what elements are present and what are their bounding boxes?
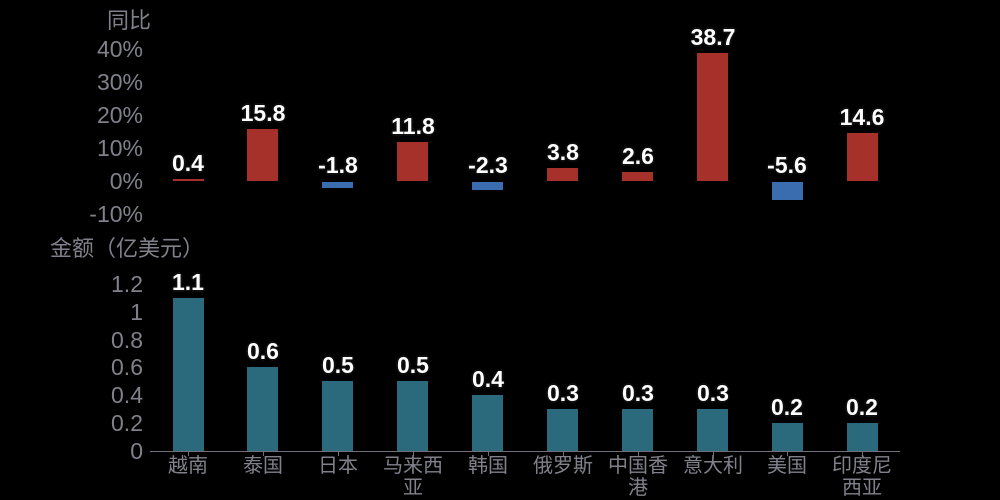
value-label: 0.5: [397, 352, 429, 378]
bar-俄罗斯: [547, 409, 578, 451]
bar-越南: [173, 298, 204, 451]
value-label: 0.4: [472, 366, 504, 392]
bar-意大利: [697, 53, 728, 181]
bar-泰国: [247, 367, 278, 451]
bar-印度尼西亚: [847, 133, 878, 181]
bar-意大利: [697, 409, 728, 451]
value-label: -2.3: [468, 152, 508, 178]
bar-中国香港: [622, 409, 653, 451]
category-label-美国: 美国: [767, 455, 807, 477]
x-axis-tick: [713, 452, 714, 456]
bar-美国: [772, 423, 803, 451]
bar-韩国: [472, 395, 503, 451]
x-axis-tick: [413, 452, 414, 456]
bar-俄罗斯: [547, 168, 578, 181]
value-label: -1.8: [318, 152, 358, 178]
y-axis-tick-label: 0.8: [111, 327, 143, 353]
y-axis-tick-label: 1.2: [111, 271, 143, 297]
category-label-韩国: 韩国: [468, 455, 508, 477]
y-axis-tick-label: 30%: [96, 69, 143, 95]
value-label: 2.6: [622, 143, 654, 169]
value-label: 14.6: [839, 104, 885, 130]
value-label: 0.5: [322, 352, 354, 378]
y-axis-tick-label: 40%: [96, 36, 143, 62]
value-label: 0.3: [697, 380, 729, 406]
bar-日本: [322, 381, 353, 451]
value-label: 0.2: [771, 394, 803, 420]
bar-日本: [322, 182, 353, 188]
x-axis-tick: [263, 452, 264, 456]
category-label-俄罗斯: 俄罗斯: [533, 455, 593, 477]
value-label: 15.8: [240, 100, 286, 126]
value-label: 0.4: [172, 150, 204, 176]
category-label-意大利: 意大利: [683, 455, 743, 477]
yoy-chart-title: 同比: [107, 8, 152, 33]
x-axis-tick: [488, 452, 489, 456]
bar-马来西亚: [397, 381, 428, 451]
value-label: 0.3: [622, 380, 654, 406]
bar-中国香港: [622, 172, 653, 181]
y-axis-tick-label: 0%: [109, 168, 143, 194]
y-axis-tick-label: 0.2: [111, 410, 143, 436]
value-label: 11.8: [391, 113, 435, 139]
x-axis-tick: [563, 452, 564, 456]
y-axis-tick-label: 1: [130, 299, 143, 325]
category-label-马来西亚: 马来西亚: [383, 455, 443, 499]
x-axis-tick: [862, 452, 863, 456]
value-label: 0.6: [247, 338, 279, 364]
category-label-越南: 越南: [168, 455, 208, 477]
x-axis-line: [150, 451, 900, 452]
y-axis-tick-label: 10%: [96, 135, 143, 161]
bar-越南: [173, 179, 204, 181]
bar-印度尼西亚: [847, 423, 878, 451]
category-label-中国香港: 中国香港: [608, 455, 668, 499]
category-label-印度尼西亚: 印度尼西亚: [832, 455, 892, 499]
category-label-泰国: 泰国: [243, 455, 283, 477]
bar-马来西亚: [397, 142, 428, 181]
value-label: 3.8: [547, 139, 579, 165]
value-label: 0.3: [547, 380, 579, 406]
value-label: -5.6: [767, 152, 807, 178]
value-label: 1.1: [172, 269, 204, 295]
bar-泰国: [247, 129, 278, 181]
y-axis-tick-label: 0.4: [111, 382, 143, 408]
bar-美国: [772, 182, 803, 200]
y-axis-tick-label: -10%: [89, 201, 143, 227]
category-label-日本: 日本: [318, 455, 358, 477]
x-axis-tick: [787, 452, 788, 456]
y-axis-tick-label: 0.6: [111, 354, 143, 380]
value-label: 0.2: [846, 394, 878, 420]
value-label: 38.7: [690, 24, 736, 50]
x-axis-tick: [188, 452, 189, 456]
y-axis-tick-label: 20%: [96, 102, 143, 128]
bar-韩国: [472, 182, 503, 190]
amount-chart-title: 金额（亿美元）: [50, 236, 205, 261]
x-axis-tick: [338, 452, 339, 456]
y-axis-tick-label: 0: [130, 438, 143, 464]
x-axis-tick: [638, 452, 639, 456]
